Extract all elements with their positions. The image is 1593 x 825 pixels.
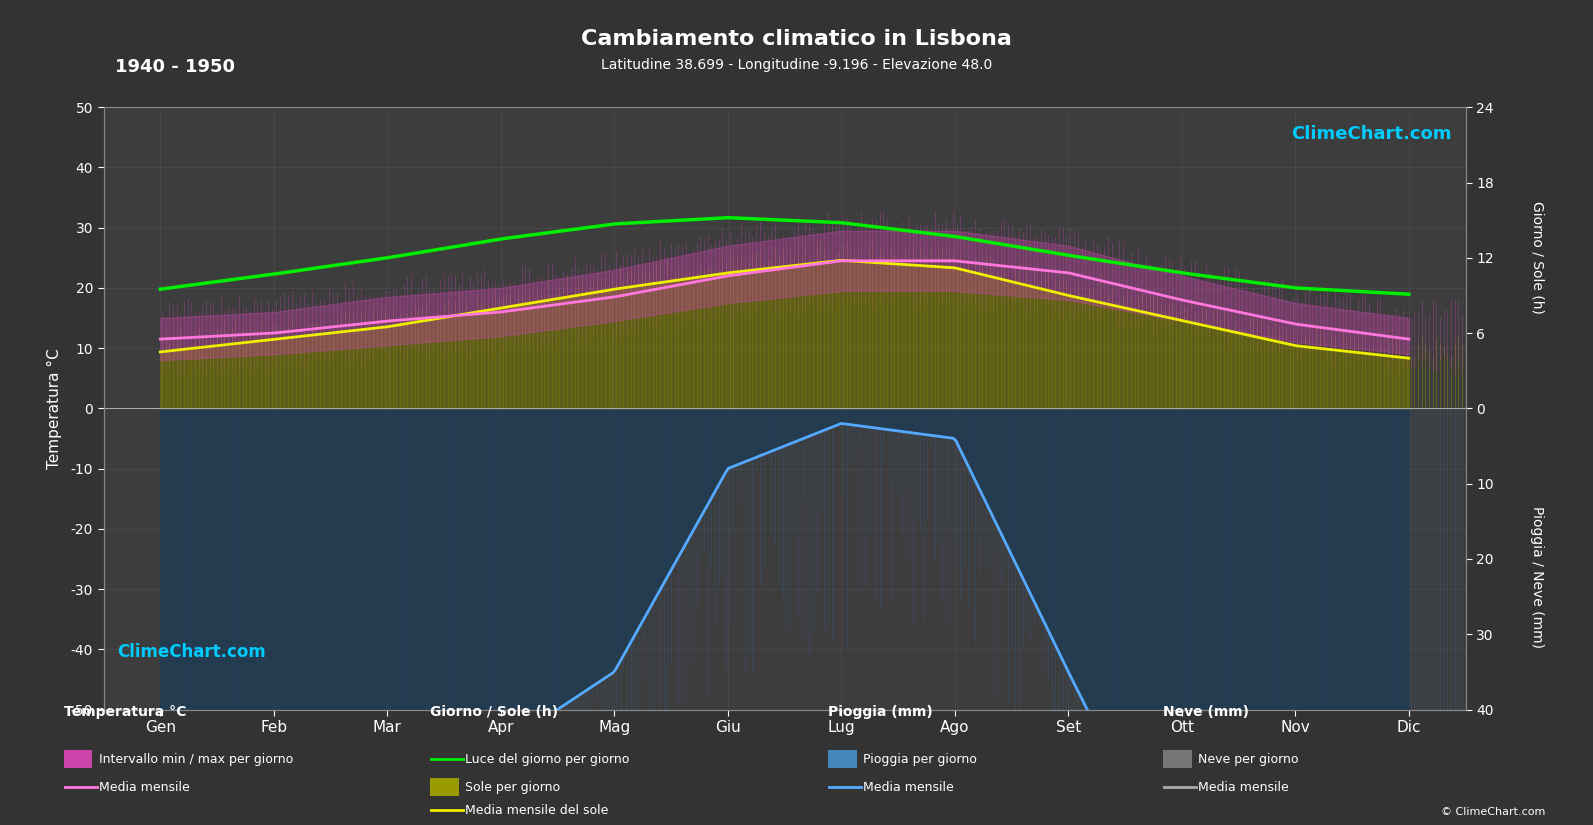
Text: Neve per giorno: Neve per giorno — [1198, 752, 1298, 766]
Text: Media mensile: Media mensile — [1198, 780, 1289, 794]
Text: Media mensile del sole: Media mensile del sole — [465, 804, 609, 817]
Text: ClimeChart.com: ClimeChart.com — [1292, 125, 1451, 144]
Text: Pioggia per giorno: Pioggia per giorno — [863, 752, 977, 766]
Text: © ClimeChart.com: © ClimeChart.com — [1440, 807, 1545, 817]
Text: Neve (mm): Neve (mm) — [1163, 705, 1249, 719]
Text: Giorno / Sole (h): Giorno / Sole (h) — [1531, 201, 1544, 314]
Text: Intervallo min / max per giorno: Intervallo min / max per giorno — [99, 752, 293, 766]
Text: Media mensile: Media mensile — [99, 780, 190, 794]
Text: Giorno / Sole (h): Giorno / Sole (h) — [430, 705, 558, 719]
Text: Pioggia / Neve (mm): Pioggia / Neve (mm) — [1531, 506, 1544, 648]
Text: Pioggia (mm): Pioggia (mm) — [828, 705, 933, 719]
Text: Temperatura °C: Temperatura °C — [64, 705, 186, 719]
Y-axis label: Temperatura °C: Temperatura °C — [48, 348, 62, 469]
Text: Luce del giorno per giorno: Luce del giorno per giorno — [465, 752, 629, 766]
Text: ClimeChart.com: ClimeChart.com — [118, 644, 266, 662]
Text: Latitudine 38.699 - Longitudine -9.196 - Elevazione 48.0: Latitudine 38.699 - Longitudine -9.196 -… — [601, 58, 992, 72]
Text: Media mensile: Media mensile — [863, 780, 954, 794]
Text: Cambiamento climatico in Lisbona: Cambiamento climatico in Lisbona — [581, 29, 1012, 49]
Text: Sole per giorno: Sole per giorno — [465, 780, 561, 794]
Text: 1940 - 1950: 1940 - 1950 — [115, 58, 234, 76]
